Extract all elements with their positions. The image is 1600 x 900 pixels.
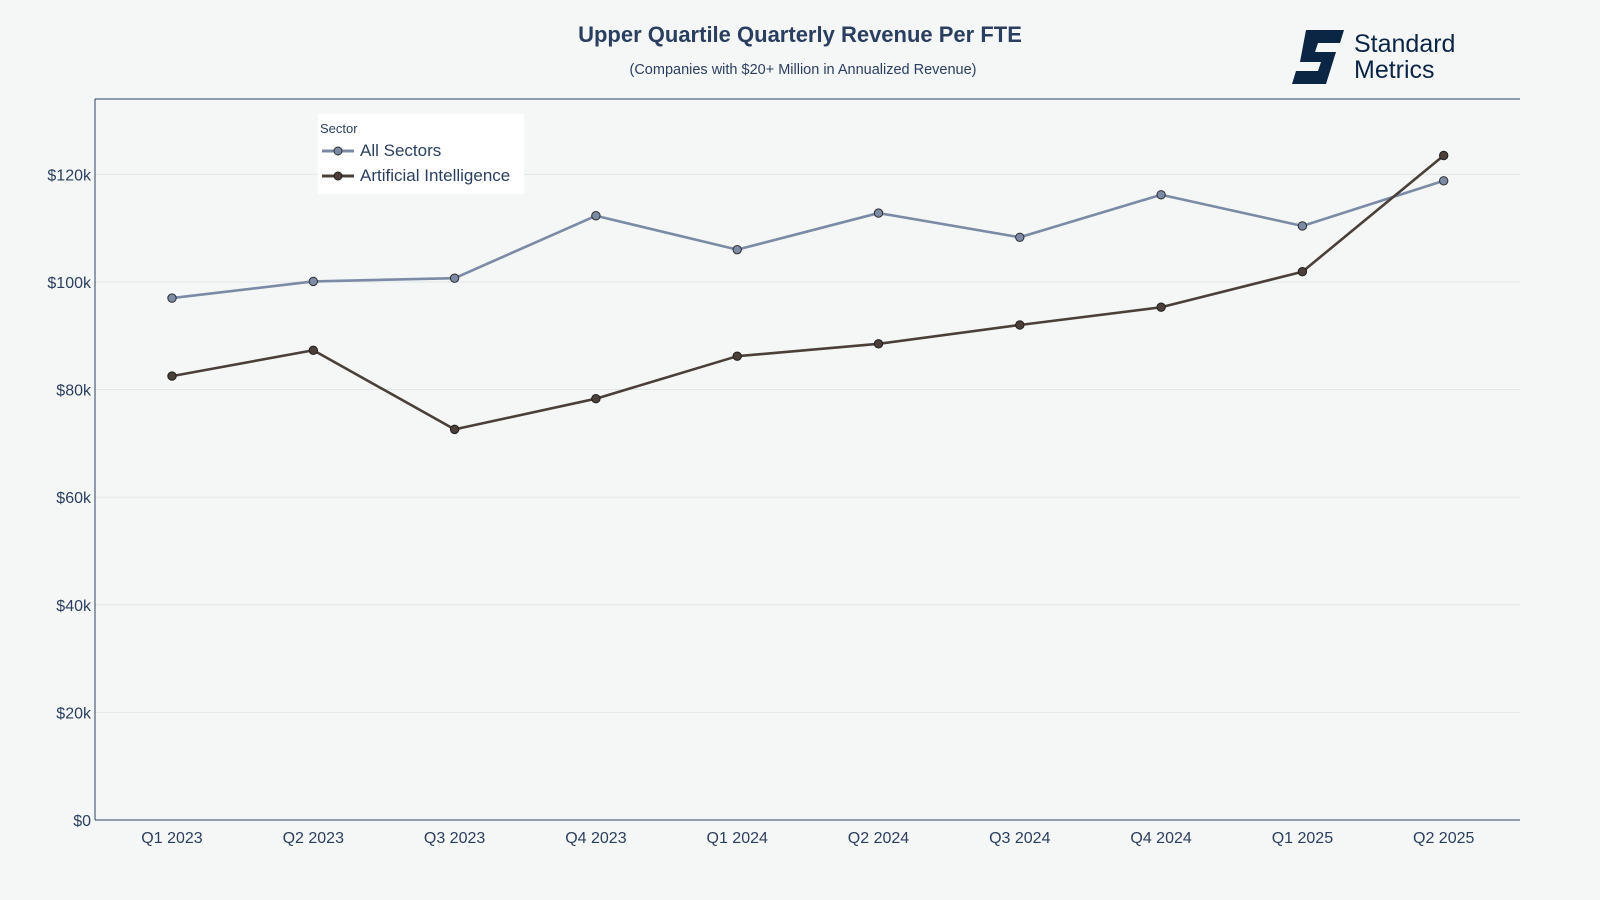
- data-point[interactable]: [449, 273, 460, 283]
- y-tick-label: $100k: [47, 275, 92, 292]
- logo-text-line1: Standard: [1354, 30, 1456, 58]
- data-point[interactable]: [1015, 320, 1025, 330]
- data-point[interactable]: [1156, 302, 1166, 312]
- data-point[interactable]: [1015, 232, 1025, 242]
- y-tick-label: $20k: [56, 705, 92, 722]
- data-point[interactable]: [873, 208, 884, 218]
- chart-title: Upper Quartile Quarterly Revenue Per FTE: [578, 22, 1022, 47]
- data-point[interactable]: [449, 424, 460, 435]
- data-point[interactable]: [308, 276, 318, 287]
- data-point[interactable]: [591, 393, 601, 404]
- legend-item-artificial-intelligence[interactable]: Artificial Intelligence: [322, 165, 510, 187]
- series-layer: [167, 150, 1449, 435]
- legend-label: Artificial Intelligence: [360, 166, 511, 185]
- axes: [94, 98, 1520, 821]
- data-point[interactable]: [1439, 176, 1449, 186]
- y-axis-ticks: $0 $20k $40k $60k $80k $100k $120k: [47, 167, 92, 830]
- y-tick-label: $80k: [56, 383, 92, 400]
- x-tick-label: Q2 2025: [1413, 830, 1474, 847]
- data-point[interactable]: [591, 211, 601, 221]
- data-point[interactable]: [873, 339, 884, 349]
- x-tick-label: Q4 2023: [565, 830, 626, 847]
- legend: Sector All Sectors Artificial Intelligen…: [318, 114, 524, 194]
- y-tick-label: $60k: [56, 490, 92, 507]
- y-tick-label: $0: [73, 813, 91, 830]
- x-axis-ticks: Q1 2023 Q2 2023 Q3 2023 Q4 2023 Q1 2024 Q2 20…: [141, 830, 1474, 847]
- x-tick-label: Q2 2023: [283, 830, 344, 847]
- series-artificial-intelligence: [167, 150, 1449, 435]
- x-tick-label: Q3 2023: [424, 830, 485, 847]
- data-point[interactable]: [732, 351, 742, 361]
- logo-text-line2: Metrics: [1354, 56, 1435, 84]
- data-point[interactable]: [308, 345, 318, 355]
- series-line: [171, 179, 1445, 300]
- brand-logo: Standard Metrics: [1292, 30, 1455, 84]
- x-tick-label: Q4 2024: [1130, 830, 1191, 847]
- legend-item-all-sectors[interactable]: All Sectors: [322, 140, 441, 162]
- legend-title: Sector: [320, 121, 358, 136]
- logo-text: Standard Metrics: [1354, 31, 1455, 83]
- data-point[interactable]: [167, 371, 177, 381]
- x-tick-label: Q1 2024: [707, 830, 768, 847]
- data-point[interactable]: [1156, 190, 1166, 200]
- y-tick-label: $120k: [47, 167, 92, 184]
- x-tick-label: Q1 2025: [1272, 830, 1333, 847]
- legend-swatch-all-sectors: [322, 146, 354, 156]
- y-tick-label: $40k: [56, 598, 92, 615]
- x-tick-label: Q3 2024: [989, 830, 1050, 847]
- series-all-sectors: [167, 176, 1449, 303]
- gridlines: [95, 173, 1520, 713]
- data-point[interactable]: [1439, 150, 1449, 161]
- legend-swatch-artificial-intelligence: [322, 171, 354, 181]
- x-tick-label: Q1 2023: [141, 830, 202, 847]
- data-point[interactable]: [1297, 221, 1308, 231]
- standard-metrics-logo-icon: [1292, 30, 1344, 84]
- data-point[interactable]: [1297, 267, 1308, 277]
- series-line: [171, 154, 1445, 431]
- data-point[interactable]: [732, 244, 742, 255]
- chart-subtitle: (Companies with $20+ Million in Annualiz…: [629, 62, 977, 78]
- x-tick-label: Q2 2024: [848, 830, 909, 847]
- legend-label: All Sectors: [360, 141, 442, 160]
- data-point[interactable]: [167, 293, 177, 303]
